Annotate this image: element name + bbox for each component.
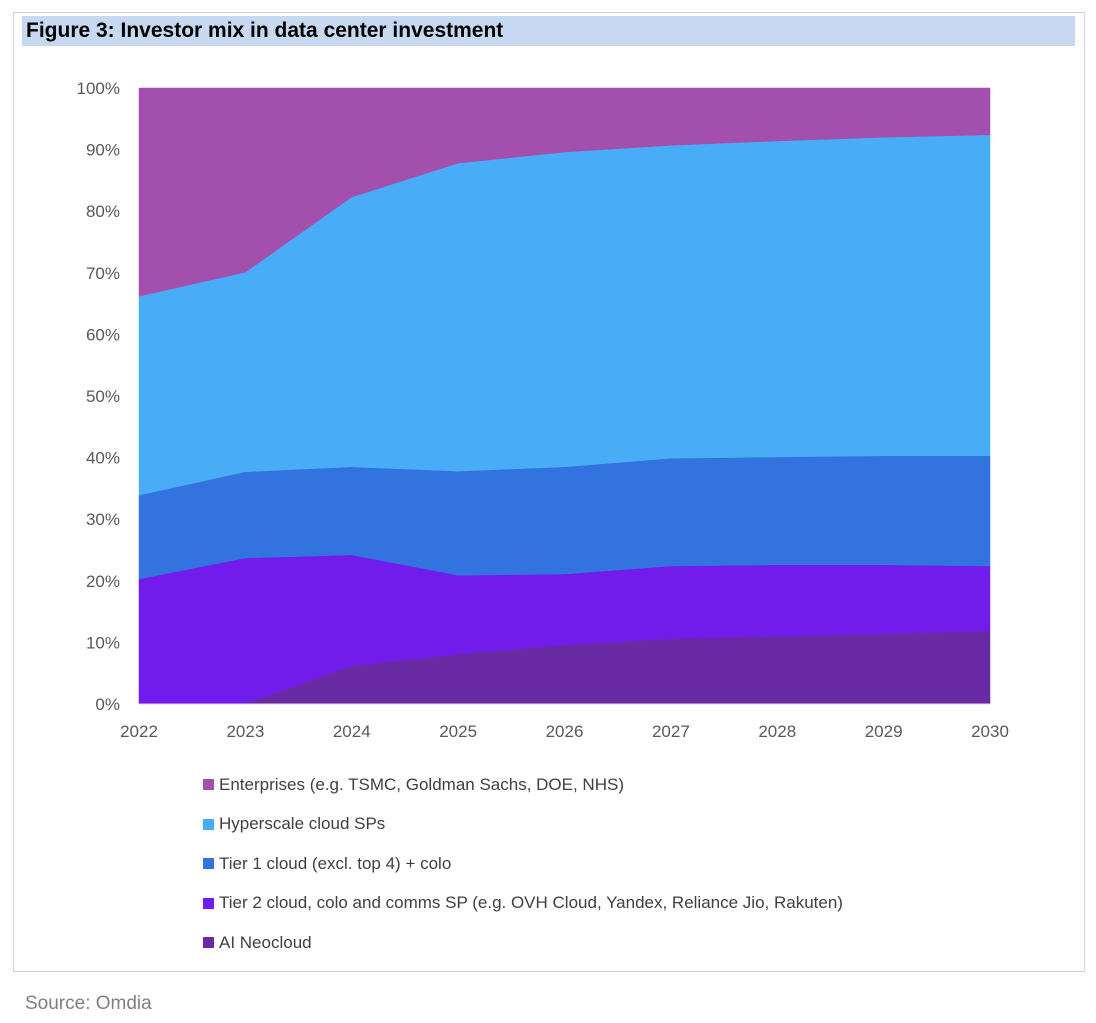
legend-label: Tier 1 cloud (excl. top 4) + colo bbox=[219, 853, 452, 873]
y-tick-label: 50% bbox=[86, 387, 120, 406]
y-tick-label: 0% bbox=[95, 695, 120, 714]
source-note: Source: Omdia bbox=[25, 993, 152, 1014]
y-tick-label: 100% bbox=[77, 79, 120, 98]
x-tick-label: 2027 bbox=[652, 722, 690, 741]
legend-item: Hyperscale cloud SPs bbox=[203, 805, 843, 845]
x-tick-label: 2030 bbox=[971, 722, 1009, 741]
legend-label: Tier 2 cloud, colo and comms SP (e.g. OV… bbox=[219, 893, 843, 913]
x-tick-label: 2024 bbox=[333, 722, 371, 741]
legend: Enterprises (e.g. TSMC, Goldman Sachs, D… bbox=[203, 765, 843, 963]
legend-label: Enterprises (e.g. TSMC, Goldman Sachs, D… bbox=[219, 774, 624, 794]
legend-swatch bbox=[203, 818, 214, 830]
x-tick-label: 2022 bbox=[120, 722, 158, 741]
y-tick-label: 30% bbox=[86, 510, 120, 529]
legend-swatch bbox=[203, 779, 214, 791]
y-tick-label: 60% bbox=[86, 325, 120, 344]
x-tick-label: 2029 bbox=[865, 722, 903, 741]
x-tick-label: 2026 bbox=[546, 722, 584, 741]
x-tick-label: 2023 bbox=[226, 722, 264, 741]
legend-label: Hyperscale cloud SPs bbox=[219, 814, 386, 834]
y-tick-label: 80% bbox=[86, 202, 120, 221]
figure-frame bbox=[13, 12, 1085, 972]
legend-swatch bbox=[203, 897, 214, 909]
legend-item: Tier 2 cloud, colo and comms SP (e.g. OV… bbox=[203, 884, 843, 924]
y-tick-label: 70% bbox=[86, 264, 120, 283]
legend-swatch bbox=[203, 858, 214, 870]
legend-label: AI Neocloud bbox=[219, 932, 312, 952]
figure-title: Figure 3: Investor mix in data center in… bbox=[22, 16, 1075, 46]
x-tick-label: 2025 bbox=[439, 722, 477, 741]
stacked-area-chart: 0% 10% 20% 30% 40% 50% 60% 70% 80% 90% 100% 2022 202… bbox=[77, 79, 1009, 741]
y-tick-label: 40% bbox=[86, 449, 120, 468]
y-tick-label: 10% bbox=[86, 633, 120, 652]
y-tick-label: 90% bbox=[86, 141, 120, 160]
x-tick-label: 2028 bbox=[758, 722, 796, 741]
legend-item: Enterprises (e.g. TSMC, Goldman Sachs, D… bbox=[203, 765, 843, 805]
y-tick-label: 20% bbox=[86, 572, 120, 591]
legend-item: AI Neocloud bbox=[203, 923, 843, 963]
legend-swatch bbox=[203, 937, 214, 949]
legend-item: Tier 1 cloud (excl. top 4) + colo bbox=[203, 844, 843, 884]
area-series-4 bbox=[138, 87, 991, 297]
